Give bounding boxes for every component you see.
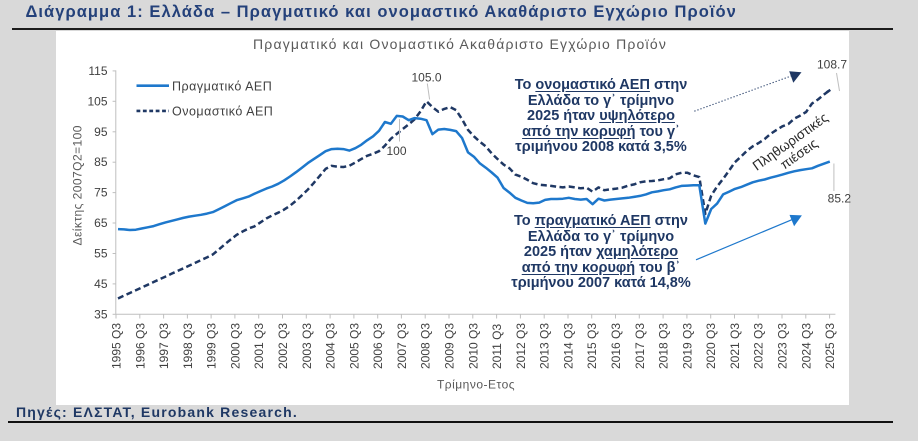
svg-text:95: 95 <box>94 125 108 139</box>
svg-text:2006 Q3: 2006 Q3 <box>371 323 385 369</box>
svg-text:2022 Q3: 2022 Q3 <box>752 323 766 369</box>
svg-text:2001 Q3: 2001 Q3 <box>252 323 266 369</box>
svg-text:2013 Q3: 2013 Q3 <box>538 323 552 369</box>
svg-text:105.0: 105.0 <box>411 70 441 84</box>
svg-text:2011 Q3: 2011 Q3 <box>490 324 504 369</box>
svg-text:45: 45 <box>94 277 108 291</box>
svg-text:35: 35 <box>94 307 108 321</box>
svg-text:2012 Q3: 2012 Q3 <box>514 323 528 369</box>
svg-text:2020 Q3: 2020 Q3 <box>704 323 718 369</box>
svg-text:2003 Q3: 2003 Q3 <box>300 323 314 369</box>
svg-text:85: 85 <box>94 155 108 169</box>
svg-text:2008 Q3: 2008 Q3 <box>419 323 433 369</box>
svg-text:2016 Q3: 2016 Q3 <box>609 323 623 369</box>
svg-text:2000 Q3: 2000 Q3 <box>228 323 242 369</box>
svg-text:Πληθωριστικέςπιέσεις: Πληθωριστικέςπιέσεις <box>750 110 840 186</box>
svg-text:Πραγματικό και Ονομαστικό Ακαθ: Πραγματικό και Ονομαστικό Ακαθάριστο Εγχ… <box>253 36 667 52</box>
svg-text:1998 Q3: 1998 Q3 <box>181 323 195 369</box>
svg-text:2017 Q3: 2017 Q3 <box>633 323 647 369</box>
svg-text:2010 Q3: 2010 Q3 <box>466 323 480 369</box>
svg-text:2004 Q3: 2004 Q3 <box>324 323 338 369</box>
svg-text:2009 Q3: 2009 Q3 <box>443 323 457 369</box>
svg-text:2002 Q3: 2002 Q3 <box>276 323 290 369</box>
svg-text:2025 Q3: 2025 Q3 <box>823 323 837 369</box>
svg-text:115: 115 <box>88 64 107 78</box>
svg-text:108.7: 108.7 <box>817 58 847 72</box>
svg-text:75: 75 <box>94 186 108 200</box>
svg-text:2015 Q3: 2015 Q3 <box>585 323 599 369</box>
svg-text:Τρίμηνο-Ετος: Τρίμηνο-Ετος <box>437 378 515 392</box>
svg-text:2024 Q3: 2024 Q3 <box>799 323 813 369</box>
svg-text:2021 Q3: 2021 Q3 <box>728 323 742 369</box>
svg-text:85.2: 85.2 <box>828 192 852 206</box>
svg-text:1997 Q3: 1997 Q3 <box>157 323 171 369</box>
svg-text:65: 65 <box>94 216 108 230</box>
svg-text:105: 105 <box>87 94 107 108</box>
svg-text:1996 Q3: 1996 Q3 <box>133 323 147 369</box>
svg-text:2018 Q3: 2018 Q3 <box>657 323 671 369</box>
svg-text:2007 Q3: 2007 Q3 <box>395 323 409 369</box>
svg-text:2005 Q3: 2005 Q3 <box>347 323 361 369</box>
svg-text:2014 Q3: 2014 Q3 <box>562 323 576 369</box>
svg-text:Δείκτης 2007Q2=100: Δείκτης 2007Q2=100 <box>71 125 85 245</box>
svg-text:2019 Q3: 2019 Q3 <box>680 323 694 369</box>
svg-text:Ονομαστικό ΑΕΠ: Ονομαστικό ΑΕΠ <box>172 105 273 119</box>
svg-text:1999 Q3: 1999 Q3 <box>205 323 219 369</box>
svg-text:100: 100 <box>386 144 406 158</box>
svg-text:1995 Q3: 1995 Q3 <box>110 323 124 369</box>
svg-text:55: 55 <box>94 247 108 261</box>
svg-text:Πραγματικό ΑΕΠ: Πραγματικό ΑΕΠ <box>172 79 272 93</box>
svg-text:2023 Q3: 2023 Q3 <box>776 323 790 369</box>
